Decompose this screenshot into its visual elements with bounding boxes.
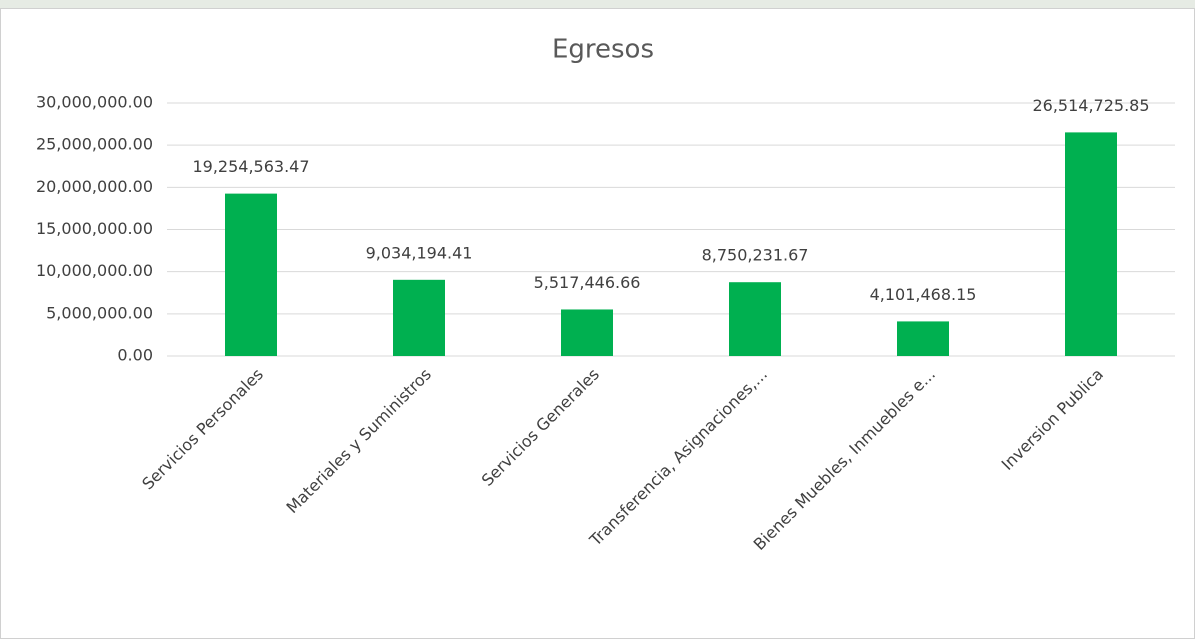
bar [897, 321, 949, 356]
y-tick-label: 5,000,000.00 [46, 303, 153, 322]
data-label: 4,101,468.15 [870, 285, 977, 304]
y-tick-label: 0.00 [117, 346, 153, 365]
bar [393, 279, 445, 356]
bar [729, 282, 781, 356]
data-label: 8,750,231.67 [702, 246, 809, 265]
data-label: 19,254,563.47 [192, 157, 309, 176]
chart-title: Egresos [552, 35, 654, 65]
bar [1065, 132, 1117, 356]
y-tick-label: 15,000,000.00 [36, 219, 153, 238]
bar [561, 309, 613, 356]
data-label: 26,514,725.85 [1032, 96, 1149, 115]
data-label: 5,517,446.66 [534, 273, 641, 292]
bar [225, 193, 277, 356]
y-tick-label: 20,000,000.00 [36, 177, 153, 196]
data-label: 9,034,194.41 [366, 243, 473, 262]
backdrop-strip [0, 0, 1195, 8]
y-tick-label: 10,000,000.00 [36, 261, 153, 280]
y-tick-label: 30,000,000.00 [36, 93, 153, 112]
y-tick-label: 25,000,000.00 [36, 135, 153, 154]
